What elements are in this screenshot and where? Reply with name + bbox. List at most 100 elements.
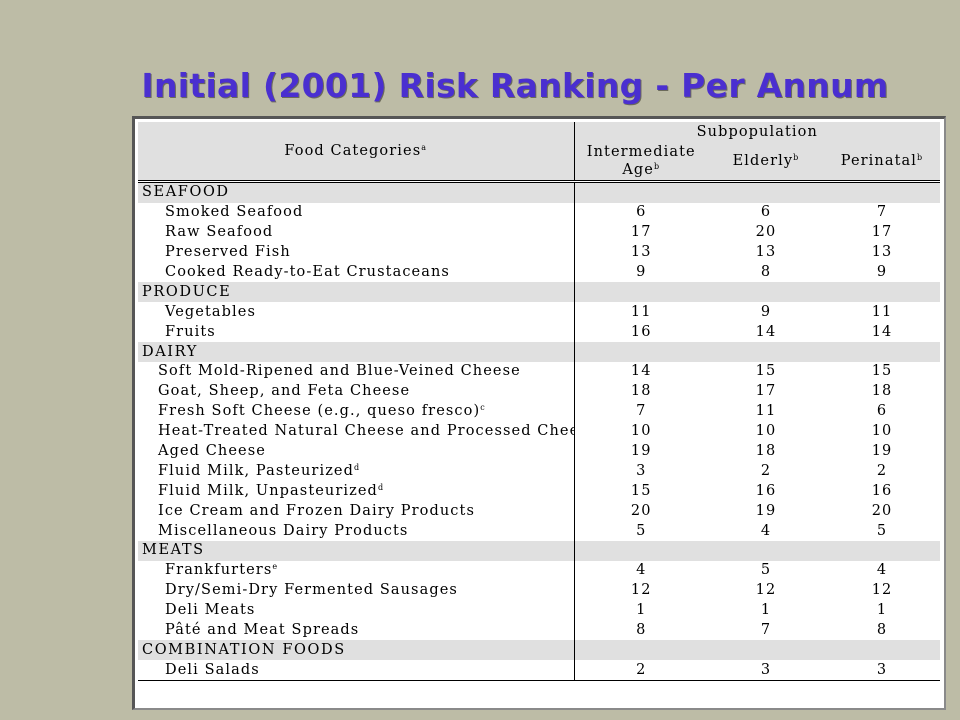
perinatal-value: 20 xyxy=(871,502,893,519)
food-name: Pâté and Meat Spreads xyxy=(138,620,575,641)
section-row-produce: PRODUCE xyxy=(138,282,941,303)
intermediate-value: 3 xyxy=(636,462,647,479)
perinatal-value: 18 xyxy=(871,383,893,400)
perinatal-value: 10 xyxy=(871,423,893,440)
elderly-value: 5 xyxy=(760,562,772,579)
intermediate-value: 20 xyxy=(630,502,652,519)
intermediate-value: 7 xyxy=(636,403,647,420)
food-name: Soft Mold-Ripened and Blue-Veined Cheese xyxy=(138,362,575,382)
perinatal-value: 1 xyxy=(876,602,888,619)
elderly-value: 7 xyxy=(760,622,772,639)
table-row: Goat, Sheep, and Feta Cheese 18 17 18 xyxy=(138,381,940,402)
elderly-value: 9 xyxy=(760,303,772,320)
intermediate-value: 9 xyxy=(636,264,647,280)
food-name: Frankfurterse xyxy=(138,560,575,581)
perinatal-value: 15 xyxy=(871,363,893,380)
intermediate-value: 6 xyxy=(636,204,647,221)
food-name: Cooked Ready-to-Eat Crustaceans xyxy=(138,262,575,283)
table-row: Deli Salads 2 3 3 xyxy=(138,660,940,681)
table-row: Fluid Milk, Unpasteurizedd 15 16 16 xyxy=(138,481,940,502)
intermediate-value: 4 xyxy=(636,562,647,579)
intermediate-value: 1 xyxy=(636,602,647,619)
food-name: Fruits xyxy=(138,322,575,343)
table-bottom-rule xyxy=(138,680,941,686)
footnote-marker: e xyxy=(272,562,279,572)
food-name: Fluid Milk, Unpasteurizedd xyxy=(138,481,575,502)
perinatal-value: 8 xyxy=(876,622,888,639)
table-row: Ice Cream and Frozen Dairy Products 20 19 2… xyxy=(138,501,940,522)
perinatal-header: Perinatalb xyxy=(824,142,941,183)
table-row: Cooked Ready-to-Eat Crustaceans 9 8 9 xyxy=(138,262,940,283)
perinatal-value: 19 xyxy=(871,443,893,460)
table-row: Pâté and Meat Spreads 8 7 8 xyxy=(138,620,940,641)
food-name: Fluid Milk, Pasteurizedd xyxy=(138,461,575,482)
table-row: Raw Seafood 17 20 17 xyxy=(138,222,940,243)
perinatal-value: 5 xyxy=(876,522,888,539)
section-label: COMBINATION FOODS xyxy=(138,640,575,661)
food-name: Deli Meats xyxy=(138,600,575,621)
table-row: Frankfurterse 4 5 4 xyxy=(138,560,940,581)
elderly-value: 17 xyxy=(755,383,777,400)
table-row: Smoked Seafood 6 6 7 xyxy=(138,202,940,223)
food-name: Preserved Fish xyxy=(138,242,575,263)
perinatal-value: 14 xyxy=(871,323,893,340)
perinatal-value: 2 xyxy=(876,462,888,479)
elderly-value: 20 xyxy=(755,224,777,241)
food-name: Heat-Treated Natural Cheese and Processe… xyxy=(138,421,575,442)
elderly-value: 12 xyxy=(755,582,777,599)
intermediate-value: 18 xyxy=(630,383,652,400)
slide-title: Initial (2001) Risk Ranking - Per Annum xyxy=(141,66,889,105)
perinatal-value: 12 xyxy=(871,582,893,599)
food-name: Smoked Seafood xyxy=(138,202,575,223)
food-name: Dry/Semi-Dry Fermented Sausages xyxy=(138,580,575,601)
elderly-value: 13 xyxy=(755,244,777,261)
table-row: Fresh Soft Cheese (e.g., queso fresco)c 7… xyxy=(138,401,940,422)
food-name: Aged Cheese xyxy=(138,441,575,462)
elderly-value: 2 xyxy=(760,462,772,479)
table-row: Fruits 16 14 14 xyxy=(138,322,940,343)
table-row: Heat-Treated Natural Cheese and Processe… xyxy=(138,421,940,442)
perinatal-value: 13 xyxy=(871,244,893,261)
intermediate-value: 15 xyxy=(630,482,652,499)
food-name: Fresh Soft Cheese (e.g., queso fresco)c xyxy=(138,401,575,422)
intermediate-value: 13 xyxy=(630,244,652,261)
food-name: Goat, Sheep, and Feta Cheese xyxy=(138,381,575,402)
intermediate-value: 10 xyxy=(630,423,652,440)
table-row: Fluid Milk, Pasteurizedd 3 2 2 xyxy=(138,461,940,482)
perinatal-value: 11 xyxy=(871,303,893,320)
subpopulation-header: Subpopulation xyxy=(574,122,941,142)
elderly-header: Elderlyb xyxy=(708,142,824,183)
table-row: Soft Mold-Ripened and Blue-Veined Cheese… xyxy=(138,362,940,382)
perinatal-value: 9 xyxy=(876,264,888,280)
elderly-value: 15 xyxy=(755,363,777,380)
intermediate-value: 17 xyxy=(630,224,652,241)
intermediate-value: 2 xyxy=(636,661,647,678)
perinatal-value: 4 xyxy=(876,562,888,579)
risk-ranking-table: Food Categoriesa Subpopulation Intermedi… xyxy=(138,122,941,686)
elderly-value: 19 xyxy=(755,502,777,519)
food-name: Deli Salads xyxy=(138,660,575,681)
intermediate-value: 11 xyxy=(630,303,652,320)
elderly-value: 18 xyxy=(755,443,777,460)
food-name: Miscellaneous Dairy Products xyxy=(138,521,575,542)
elderly-value: 10 xyxy=(755,423,777,440)
perinatal-value: 3 xyxy=(876,661,888,678)
food-name: Raw Seafood xyxy=(138,222,575,243)
perinatal-value: 6 xyxy=(876,403,888,420)
table-row: Aged Cheese 19 18 19 xyxy=(138,441,940,462)
footnote-marker: d xyxy=(377,482,385,492)
intermediate-value: 8 xyxy=(636,622,647,639)
section-row-meats: MEATS xyxy=(138,541,941,561)
table-row: Vegetables 11 9 11 xyxy=(138,302,940,323)
table-row: Dry/Semi-Dry Fermented Sausages 12 12 12 xyxy=(138,580,940,601)
footnote-marker: d xyxy=(354,462,361,472)
elderly-value: 8 xyxy=(760,264,772,280)
section-label: DAIRY xyxy=(138,342,575,363)
intermediate-value: 12 xyxy=(630,582,652,599)
perinatal-value: 17 xyxy=(871,224,893,241)
intermediate-value: 19 xyxy=(630,443,652,460)
footnote-marker: c xyxy=(480,403,486,413)
section-row-combination: COMBINATION FOODS xyxy=(138,640,941,661)
intermediate-value: 5 xyxy=(636,522,647,539)
intermediate-value: 16 xyxy=(630,323,652,340)
